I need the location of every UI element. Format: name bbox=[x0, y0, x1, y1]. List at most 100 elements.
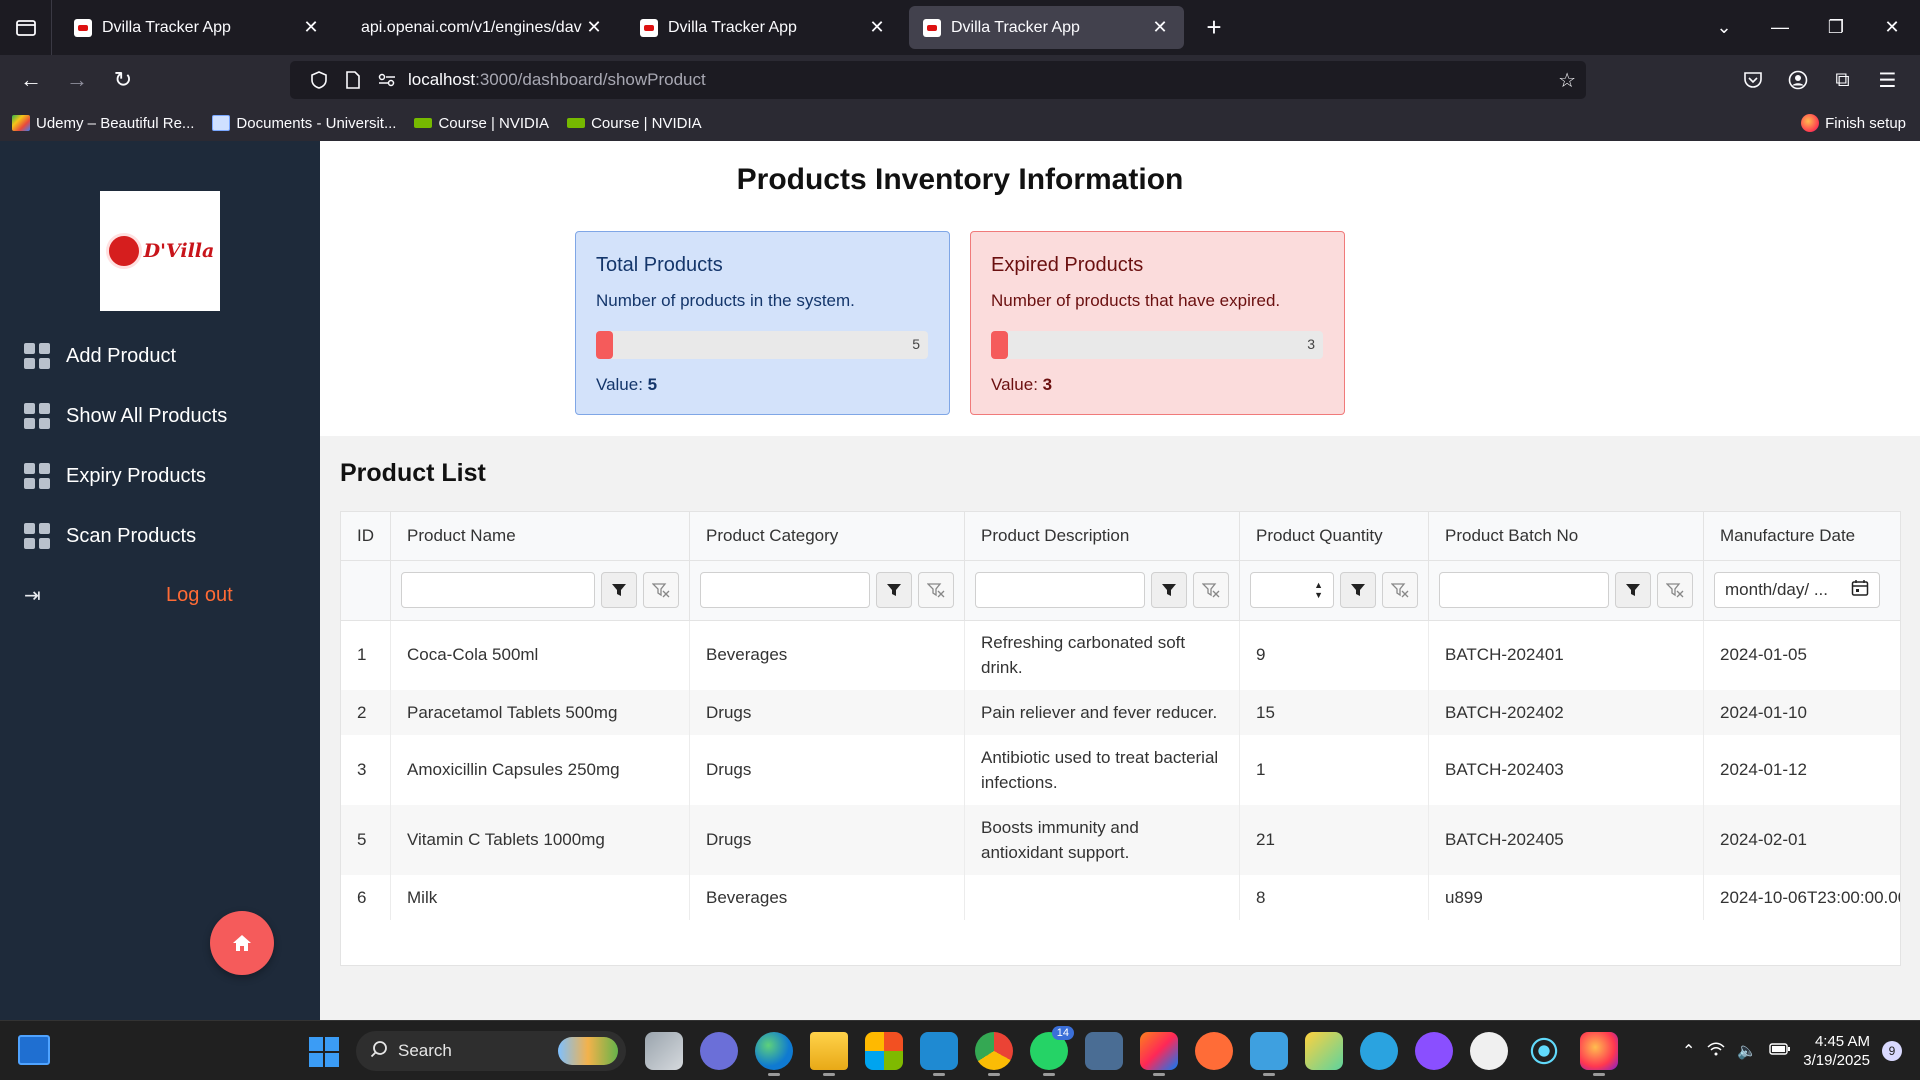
browser-tab-3[interactable]: Dvilla Tracker App ✕ bbox=[626, 6, 901, 49]
sidebar-item-expiry-products[interactable]: Expiry Products bbox=[24, 463, 206, 489]
telegram-icon[interactable] bbox=[1360, 1032, 1398, 1070]
menu-hamburger-icon[interactable]: ☰ bbox=[1878, 69, 1897, 92]
vscode-icon[interactable] bbox=[920, 1032, 958, 1076]
column-header-mfg-date[interactable]: Manufacture Date bbox=[1703, 512, 1900, 561]
bookmark-udemy[interactable]: Udemy – Beautiful Re... bbox=[12, 115, 194, 132]
column-header-quantity[interactable]: Product Quantity bbox=[1239, 512, 1429, 561]
microsoft-store-icon[interactable] bbox=[865, 1032, 903, 1070]
pocket-icon[interactable] bbox=[1730, 71, 1775, 89]
cell-description: Pain reliever and fever reducer. bbox=[964, 690, 1240, 735]
volume-icon[interactable]: 🔈 bbox=[1737, 1043, 1758, 1060]
tab-close-icon[interactable]: ✕ bbox=[586, 17, 602, 37]
nvidia-favicon-icon bbox=[567, 118, 586, 128]
home-button[interactable] bbox=[210, 911, 274, 975]
wifi-icon[interactable] bbox=[1707, 1042, 1725, 1061]
cell-category: Beverages bbox=[689, 620, 965, 690]
windows-start-icon[interactable] bbox=[309, 1037, 339, 1067]
column-header-description[interactable]: Product Description bbox=[964, 512, 1240, 561]
logout-button[interactable]: ⇥ Log out bbox=[24, 583, 233, 608]
chevron-up-icon[interactable]: ⌃ bbox=[1681, 1043, 1696, 1060]
column-header-name[interactable]: Product Name bbox=[390, 512, 690, 561]
sidebar-item-add-product[interactable]: Add Product bbox=[24, 343, 176, 369]
cell-id: 3 bbox=[341, 735, 391, 805]
mysql-workbench-icon[interactable] bbox=[1085, 1032, 1123, 1070]
tab-close-icon[interactable]: ✕ bbox=[1152, 17, 1168, 37]
battery-icon[interactable] bbox=[1769, 1042, 1791, 1060]
task-view-icon[interactable] bbox=[645, 1032, 683, 1070]
category-filter-button[interactable] bbox=[876, 572, 912, 608]
chevron-down-icon[interactable]: ⌄ bbox=[1716, 17, 1732, 37]
column-header-category[interactable]: Product Category bbox=[689, 512, 965, 561]
bookmark-nvidia-2[interactable]: Course | NVIDIA bbox=[567, 115, 702, 132]
forward-button[interactable]: → bbox=[54, 60, 100, 100]
site-info-icon[interactable] bbox=[370, 73, 404, 87]
category-filter-input[interactable] bbox=[700, 572, 870, 608]
github-desktop-icon[interactable] bbox=[1415, 1032, 1453, 1070]
sidebar-item-scan-products[interactable]: Scan Products bbox=[24, 523, 196, 549]
close-window-icon[interactable]: ✕ bbox=[1884, 17, 1900, 37]
firefox-taskbar-icon[interactable] bbox=[1580, 1032, 1618, 1076]
edge-icon[interactable] bbox=[755, 1032, 793, 1076]
cell-batch: BATCH-202402 bbox=[1428, 690, 1704, 735]
whatsapp-icon[interactable]: 14 bbox=[1030, 1026, 1074, 1076]
name-filter-button[interactable] bbox=[601, 572, 637, 608]
clock[interactable]: 4:45 AM 3/19/2025 bbox=[1803, 1032, 1870, 1070]
azure-data-studio-icon[interactable] bbox=[1250, 1032, 1288, 1076]
quantity-filter-button[interactable] bbox=[1340, 572, 1376, 608]
quantity-filter-stepper[interactable]: ▲ ▼ bbox=[1250, 572, 1334, 608]
shield-icon[interactable] bbox=[302, 71, 336, 89]
category-filter-clear-button[interactable] bbox=[918, 572, 954, 608]
quantity-filter-clear-button[interactable] bbox=[1382, 572, 1418, 608]
notification-badge[interactable]: 9 bbox=[1882, 1041, 1902, 1061]
name-filter-clear-button[interactable] bbox=[643, 572, 679, 608]
table-row[interactable]: 1 Coca-Cola 500ml Beverages Refreshing c… bbox=[341, 620, 1900, 690]
name-filter-input[interactable] bbox=[401, 572, 595, 608]
table-row[interactable]: 3 Amoxicillin Capsules 250mg Drugs Antib… bbox=[341, 735, 1900, 805]
table-row[interactable]: 6 Milk Beverages 8 u899 2024-10-06T23:00… bbox=[341, 875, 1900, 920]
account-icon[interactable] bbox=[1775, 70, 1820, 90]
restore-icon[interactable]: ❐ bbox=[1827, 17, 1845, 37]
tab-list-button[interactable] bbox=[0, 0, 52, 55]
intellij-icon[interactable] bbox=[1140, 1032, 1178, 1076]
new-tab-button[interactable]: + bbox=[1206, 12, 1222, 42]
taskbar-search[interactable]: Search bbox=[356, 1031, 626, 1071]
table-row[interactable]: 5 Vitamin C Tablets 1000mg Drugs Boosts … bbox=[341, 805, 1900, 875]
bookmark-nvidia-1[interactable]: Course | NVIDIA bbox=[414, 115, 549, 132]
bookmark-star-icon[interactable]: ☆ bbox=[1558, 69, 1576, 92]
calendar-icon[interactable] bbox=[1851, 579, 1869, 602]
column-header-id[interactable]: ID bbox=[341, 512, 391, 561]
teams-meet-icon[interactable] bbox=[700, 1032, 738, 1070]
react-devtools-icon[interactable] bbox=[1525, 1032, 1563, 1070]
reload-button[interactable]: ↻ bbox=[100, 60, 146, 100]
minimize-icon[interactable]: — bbox=[1771, 17, 1789, 37]
chrome-icon[interactable] bbox=[975, 1032, 1013, 1076]
mfg-date-filter-input[interactable]: month/day/ ... bbox=[1714, 572, 1880, 608]
table-row[interactable]: 2 Paracetamol Tablets 500mg Drugs Pain r… bbox=[341, 690, 1900, 735]
browser-tab-1[interactable]: Dvilla Tracker App ✕ bbox=[60, 6, 335, 49]
sidebar-item-show-all-products[interactable]: Show All Products bbox=[24, 403, 227, 429]
batch-filter-input[interactable] bbox=[1439, 572, 1609, 608]
description-filter-clear-button[interactable] bbox=[1193, 572, 1229, 608]
postman-icon[interactable] bbox=[1195, 1032, 1233, 1070]
file-explorer-icon[interactable] bbox=[810, 1032, 848, 1076]
extensions-icon[interactable]: ⧉ bbox=[1835, 68, 1850, 91]
description-filter-button[interactable] bbox=[1151, 572, 1187, 608]
tab-close-icon[interactable]: ✕ bbox=[303, 17, 319, 37]
color-picker-icon[interactable] bbox=[1305, 1032, 1343, 1070]
github-icon[interactable] bbox=[1470, 1032, 1508, 1070]
finish-setup-button[interactable]: Finish setup bbox=[1801, 105, 1906, 141]
stepper-arrows-icon[interactable]: ▲ ▼ bbox=[1314, 580, 1323, 600]
widgets-icon[interactable] bbox=[18, 1035, 50, 1065]
back-button[interactable]: ← bbox=[8, 60, 54, 100]
description-filter-input[interactable] bbox=[975, 572, 1145, 608]
url-bar[interactable]: localhost:3000/dashboard/showProduct ☆ bbox=[290, 61, 1586, 99]
browser-tab-4-active[interactable]: Dvilla Tracker App ✕ bbox=[909, 6, 1184, 49]
bookmark-documents[interactable]: Documents - Universit... bbox=[212, 115, 396, 132]
browser-tab-2[interactable]: api.openai.com/v1/engines/dav ✕ bbox=[343, 6, 618, 49]
tab-title: Dvilla Tracker App bbox=[102, 18, 231, 36]
filter-clear-icon bbox=[1666, 583, 1684, 598]
batch-filter-button[interactable] bbox=[1615, 572, 1651, 608]
batch-filter-clear-button[interactable] bbox=[1657, 572, 1693, 608]
column-header-batch[interactable]: Product Batch No bbox=[1428, 512, 1704, 561]
tab-close-icon[interactable]: ✕ bbox=[869, 17, 885, 37]
